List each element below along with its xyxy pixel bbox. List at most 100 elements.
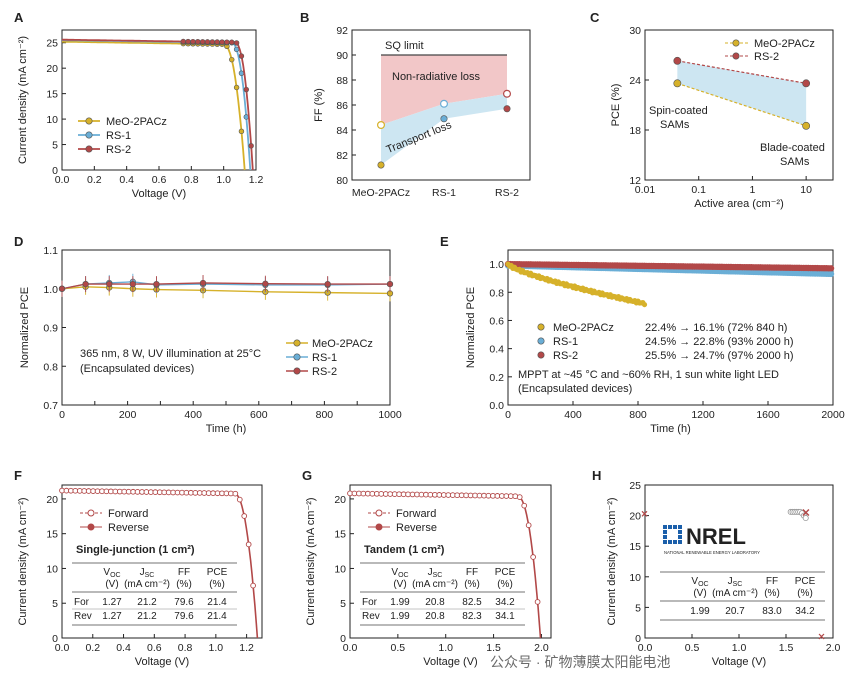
G-ytick-label: 20 [334, 494, 346, 506]
F-table-cell: 79.6 [174, 611, 194, 622]
A-ytick-label: 15 [46, 89, 58, 101]
F-table-cell: 21.4 [207, 611, 227, 622]
F-legend-label: Forward [108, 508, 148, 520]
G-xtick-label: 1.5 [486, 642, 501, 654]
G-forward-point [534, 599, 541, 605]
H-table-header: FF [766, 576, 778, 587]
F-forward-point [241, 513, 248, 519]
F-forward-point [232, 490, 239, 497]
nrel-logo-text: NREL [686, 524, 746, 549]
D-xtick-label: 800 [316, 409, 334, 421]
B-lower-point [377, 161, 385, 169]
A-xlabel: Voltage (V) [132, 188, 186, 200]
G-axes [349, 484, 552, 639]
D-legend-marker [293, 353, 301, 361]
G-forward-point [521, 502, 528, 509]
G-ytick-label: 5 [340, 598, 346, 610]
G-forward-point [530, 554, 536, 560]
panel-label-E: E [440, 234, 449, 249]
F-ytick-label: 20 [46, 494, 58, 506]
H-table-cell: 34.2 [795, 606, 815, 617]
D-xtick-label: 1000 [378, 409, 402, 421]
E-ytick-label: 0.6 [489, 315, 504, 327]
F-legend-marker [87, 523, 95, 531]
panel-label-A: A [14, 10, 24, 25]
A-ytick-label: 0 [52, 165, 58, 177]
A-xtick-label: 0.0 [55, 174, 70, 186]
C-note-left: Spin-coated [649, 105, 708, 117]
C-legend-label: RS-2 [754, 51, 779, 63]
H-table-unit: (%) [764, 588, 780, 599]
F-forward-point [236, 496, 243, 503]
G-forward-point [516, 494, 523, 500]
C-note-left: SAMs [660, 119, 690, 131]
D-ytick-label: 1.0 [43, 284, 58, 296]
E-legend-marker [537, 323, 545, 331]
F-xlabel: Voltage (V) [135, 656, 189, 668]
D-xtick-label: 600 [250, 409, 268, 421]
B-lower-point [503, 105, 511, 113]
B-upper-point [377, 120, 386, 129]
C-legend-label: MeO-2PACz [754, 38, 815, 50]
B-ytick-label: 90 [336, 50, 348, 62]
H-jsc-marker [641, 510, 648, 517]
C-axes [644, 29, 834, 181]
H-table-unit: (mA cm⁻²) [712, 588, 758, 599]
E-xlabel: Time (h) [650, 423, 691, 435]
H-ytick-label: 10 [629, 572, 641, 584]
F-table-header: VOC [103, 567, 120, 579]
C-legend-marker [732, 52, 740, 60]
E-xtick-label: 1600 [756, 409, 780, 421]
C-point-RS-2 [673, 56, 682, 65]
G-table-cell: 34.2 [495, 597, 515, 608]
G-table-title: Tandem (1 cm²) [364, 544, 445, 556]
C-legend-marker [732, 39, 740, 47]
F-table-rowlabel: Rev [74, 611, 92, 622]
D-ytick-label: 0.8 [43, 361, 58, 373]
E-legend-value: 22.4% → 16.1% (72% 840 h) [645, 322, 787, 334]
D-point-RS-2 [386, 281, 394, 288]
nrel-logo-square [668, 525, 672, 529]
D-point-RS-2 [199, 279, 207, 287]
E-note: (Encapsulated devices) [518, 383, 632, 395]
H-ytick-label: 15 [629, 541, 641, 553]
C-point-MeO-2PACz [673, 79, 682, 88]
D-legend-marker [293, 367, 301, 375]
C-ylabel: PCE (%) [610, 84, 622, 127]
E-point-RS-1 [827, 270, 835, 278]
nrel-logo-square [673, 540, 677, 544]
G-forward-point [525, 522, 532, 529]
F-table-cell: 21.2 [137, 611, 157, 622]
A-ytick-label: 25 [46, 38, 58, 50]
A-xtick-label: 1.0 [216, 174, 231, 186]
B-ytick-label: 82 [336, 150, 348, 162]
D-axes [61, 249, 391, 406]
B-ytick-label: 84 [336, 125, 348, 137]
D-xlabel: Time (h) [206, 423, 247, 435]
D-ytick-label: 0.9 [43, 323, 58, 335]
F-xtick-label: 0.0 [55, 642, 70, 654]
A-point-RS-2 [185, 38, 191, 45]
C-xtick-label: 1 [750, 184, 756, 196]
nrel-logo-square [678, 535, 682, 539]
G-table-header: PCE [495, 567, 516, 578]
A-point-RS-2 [224, 39, 230, 45]
A-point-RS-2 [243, 86, 250, 93]
B-lower-point [440, 115, 448, 123]
G-ylabel: Current density (mA cm⁻²) [305, 497, 317, 625]
B-ylabel: FF (%) [313, 88, 325, 122]
panel-label-F: F [14, 468, 22, 483]
nrel-logo-square [673, 525, 677, 529]
A-legend-marker [85, 117, 93, 125]
E-xtick-label: 0 [505, 409, 511, 421]
H-table-header: JSC [728, 576, 743, 588]
C-series-MeO-2PACz [677, 82, 807, 127]
B-upper-point [503, 89, 512, 98]
A-xtick-label: 0.4 [119, 174, 134, 186]
H-xtick-label: 1.0 [732, 642, 747, 654]
A-point-RS-2 [229, 39, 235, 45]
B-ytick-label: 80 [336, 175, 348, 187]
G-table-cell: 34.1 [495, 611, 515, 622]
E-ytick-label: 0.8 [489, 287, 504, 299]
F-table-unit: (%) [209, 579, 225, 590]
